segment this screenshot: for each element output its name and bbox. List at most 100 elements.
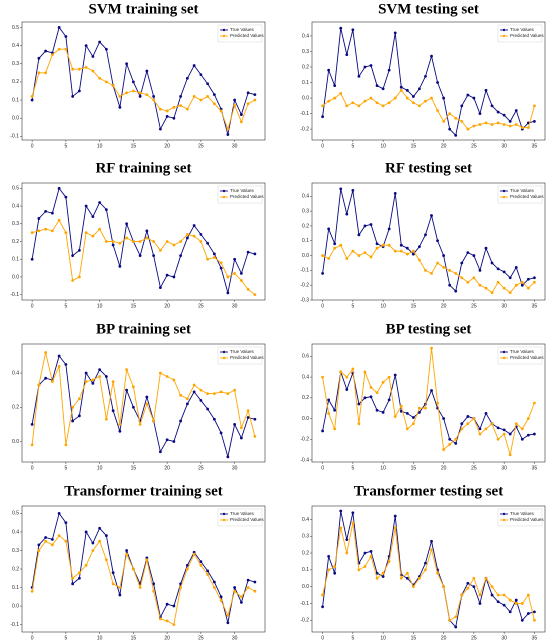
- data-point: [333, 427, 337, 431]
- data-point: [253, 434, 257, 438]
- data-point: [502, 428, 506, 432]
- data-point: [393, 526, 397, 530]
- data-point: [508, 598, 512, 602]
- legend-label: Predicted Values: [230, 194, 264, 199]
- series-line: [322, 89, 535, 130]
- x-tick-label: 25: [198, 635, 204, 641]
- y-tick-label: 0.2: [302, 223, 309, 229]
- data-point: [533, 280, 536, 284]
- data-point: [152, 419, 156, 423]
- data-point: [212, 102, 216, 106]
- legend-label: True Values: [230, 188, 255, 193]
- data-point: [226, 621, 230, 625]
- data-point: [514, 109, 518, 112]
- data-point: [104, 240, 108, 243]
- data-point: [502, 270, 506, 274]
- data-point: [466, 422, 470, 426]
- data-point: [30, 422, 34, 426]
- data-point: [363, 224, 367, 228]
- data-point: [219, 109, 223, 113]
- data-point: [508, 291, 512, 294]
- data-point: [454, 441, 458, 445]
- data-point: [381, 87, 385, 91]
- data-point: [98, 76, 102, 80]
- data-point: [533, 401, 536, 405]
- data-point: [37, 56, 41, 60]
- data-point: [253, 580, 257, 584]
- data-point: [84, 231, 88, 235]
- data-point: [381, 410, 385, 414]
- data-point: [496, 267, 500, 271]
- data-point: [165, 619, 169, 623]
- chart-panel: BP training set 0.0 0.2 0.4 0 5 10 15 20 25 30 True…: [12, 321, 266, 471]
- chart-panel: RF testing set -0.3 -0.2 -0.1 0.0 0.1 0.2 0.3 0.…: [300, 160, 546, 309]
- data-point: [246, 287, 250, 291]
- y-tick-label: 0.1: [302, 238, 309, 244]
- y-tick-label: -0.1: [10, 292, 19, 298]
- data-point: [219, 431, 223, 435]
- x-tick-label: 35: [532, 635, 538, 641]
- x-tick-label: 10: [97, 465, 103, 471]
- data-point: [357, 104, 361, 108]
- data-point: [466, 93, 470, 97]
- data-point: [520, 602, 524, 605]
- data-point: [333, 408, 337, 412]
- data-point: [339, 243, 343, 247]
- data-point: [533, 618, 536, 622]
- legend-marker: [502, 195, 506, 199]
- data-point: [484, 427, 488, 431]
- data-point: [30, 231, 34, 235]
- data-point: [375, 571, 379, 575]
- data-point: [484, 286, 488, 290]
- data-point: [484, 121, 488, 125]
- data-point: [253, 93, 257, 97]
- data-point: [363, 396, 367, 400]
- data-point: [165, 109, 169, 113]
- legend-marker: [222, 195, 226, 199]
- legend-marker: [222, 518, 226, 522]
- data-point: [327, 555, 331, 558]
- data-point: [357, 254, 361, 257]
- data-point: [91, 381, 95, 385]
- data-point: [405, 88, 409, 92]
- data-point: [405, 576, 409, 580]
- data-point: [478, 593, 482, 597]
- legend-box: [217, 24, 263, 43]
- data-point: [118, 422, 122, 426]
- data-point: [138, 91, 142, 95]
- legend-box: [217, 508, 263, 527]
- data-point: [369, 549, 373, 553]
- x-tick-label: 20: [441, 303, 447, 309]
- y-tick-label: 0.5: [12, 186, 19, 192]
- y-tick-label: 0.1: [302, 567, 309, 573]
- data-point: [424, 233, 427, 237]
- x-tick-label: 10: [97, 303, 103, 309]
- data-point: [502, 286, 506, 290]
- data-point: [233, 422, 237, 426]
- data-point: [172, 440, 176, 443]
- data-point: [369, 386, 373, 389]
- x-tick-label: 5: [64, 303, 67, 309]
- data-point: [327, 411, 331, 415]
- data-point: [405, 411, 409, 415]
- data-point: [104, 208, 108, 211]
- data-point: [496, 280, 500, 284]
- data-point: [233, 272, 237, 275]
- data-point: [57, 534, 61, 538]
- data-point: [321, 115, 324, 119]
- data-point: [387, 227, 391, 231]
- data-point: [472, 576, 476, 580]
- data-point: [484, 88, 488, 92]
- data-point: [57, 354, 61, 358]
- x-tick-label: 30: [501, 635, 507, 641]
- legend-marker: [502, 28, 506, 32]
- legend-label: True Values: [510, 511, 535, 516]
- data-point: [138, 240, 142, 243]
- x-tick-label: 15: [411, 635, 417, 641]
- series-line: [322, 28, 535, 137]
- legend-marker: [222, 350, 226, 354]
- data-point: [418, 406, 421, 410]
- data-point: [118, 593, 122, 597]
- legend-marker: [502, 518, 506, 522]
- y-tick-label: 0.0: [302, 584, 309, 590]
